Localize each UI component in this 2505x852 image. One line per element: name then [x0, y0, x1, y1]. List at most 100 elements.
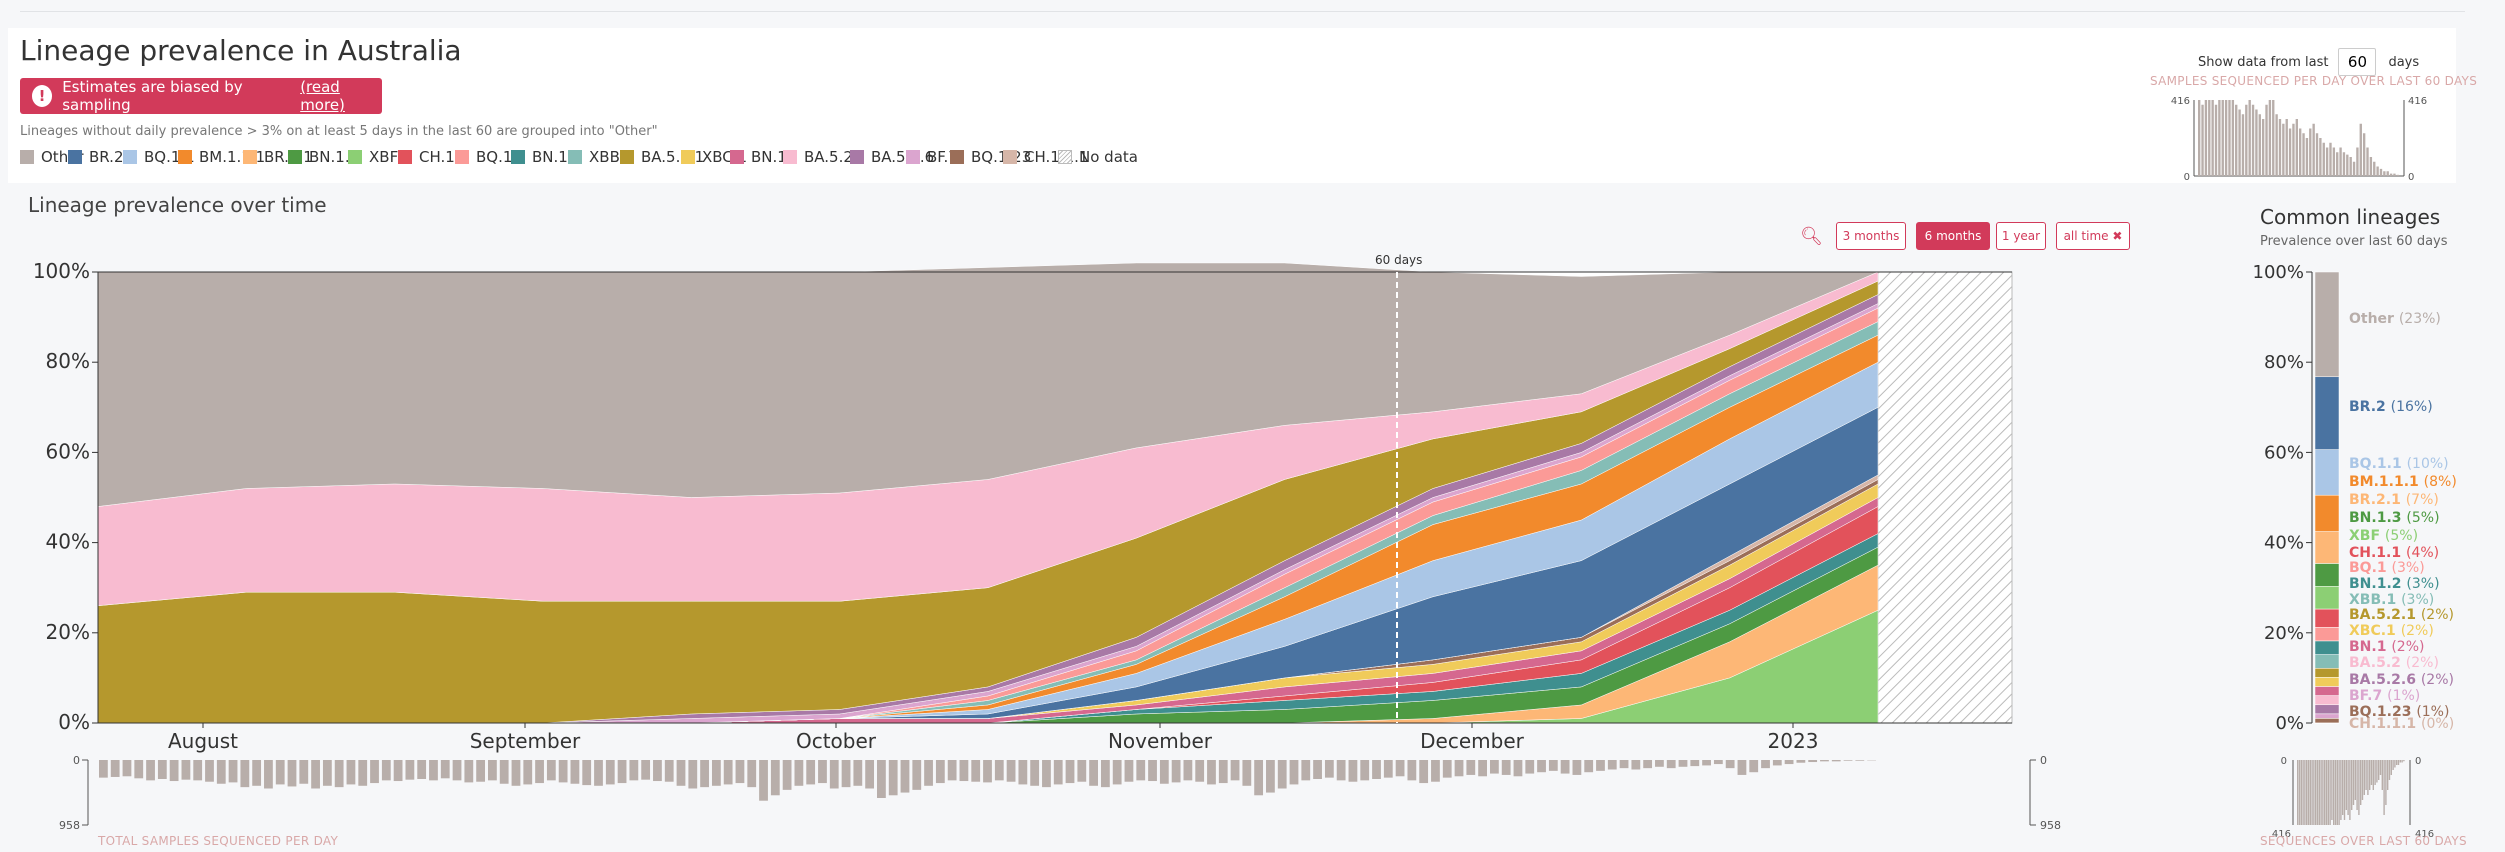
legend-item-br-2[interactable]: BR.2	[68, 148, 124, 166]
mini-bar	[2238, 109, 2241, 176]
days-input[interactable]	[2338, 48, 2377, 76]
mini-bar	[2282, 123, 2285, 176]
side-label-value: (23%)	[2399, 311, 2441, 327]
side-label-name: XBB.1	[2349, 592, 2401, 608]
side-label-value: (2%)	[2401, 623, 2434, 639]
range-button-1-year[interactable]: 1 year	[1996, 222, 2046, 250]
side-sample-bar	[2325, 760, 2328, 825]
side-y-tick-label: 100%	[2253, 262, 2304, 283]
sample-bar	[499, 760, 509, 784]
legend-item-bq-1[interactable]: BQ.1	[455, 148, 512, 166]
legend-label: BA.5.2	[804, 148, 853, 166]
common-lineages-subtitle: Prevalence over last 60 days	[2260, 234, 2448, 249]
exclamation-icon: !	[32, 85, 53, 107]
sample-bar	[1372, 760, 1381, 779]
sample-bar	[1030, 760, 1040, 786]
sample-bar	[1324, 760, 1334, 778]
side-label-br-2-1: BR.2.1 (7%)	[2349, 492, 2439, 508]
sample-bar	[1619, 760, 1629, 769]
mini-ymin-label: 0	[2408, 172, 2414, 180]
range-button-6-months[interactable]: 6 months	[1916, 222, 1990, 250]
legend-item-bn-1[interactable]: BN.1	[730, 148, 787, 166]
mini-bar	[2245, 104, 2248, 176]
sample-bar	[1171, 760, 1181, 783]
mini-bar	[2255, 109, 2258, 176]
side-sample-bar	[2333, 760, 2335, 825]
sample-bar	[1572, 760, 1582, 775]
sample-bar	[287, 760, 297, 787]
legend-item-ba-5-2[interactable]: BA.5.2	[783, 148, 853, 166]
sample-bar	[1077, 760, 1087, 782]
sample-bar	[405, 760, 415, 780]
sample-bar	[853, 760, 863, 786]
sample-bar	[1808, 760, 1818, 763]
sample-bar	[700, 760, 709, 788]
side-y-tick-label: 60%	[2264, 442, 2304, 463]
legend-swatch	[568, 150, 582, 164]
sample-bar	[1478, 760, 1487, 777]
sample-bar	[794, 760, 804, 786]
sample-bar	[157, 760, 167, 779]
side-sample-bar	[2369, 760, 2371, 790]
sample-bar	[747, 760, 757, 788]
mini-bar	[2389, 173, 2393, 176]
sample-bar	[723, 760, 733, 785]
mini-bar	[2359, 123, 2362, 176]
legend-item-xbf[interactable]: XBF	[348, 148, 398, 166]
no-data-region	[1877, 271, 2013, 724]
mini-ymax-label: 416	[2408, 96, 2427, 107]
sample-bar	[264, 760, 273, 789]
sample-bar	[1666, 760, 1676, 769]
legend-item-bn-1-3[interactable]: BN.1.3	[288, 148, 359, 166]
sample-bar	[370, 760, 379, 784]
sample-bar	[134, 760, 144, 779]
read-more-link[interactable]: (read more)	[300, 78, 345, 114]
mini-bar	[2221, 100, 2224, 176]
show-from-label: Show data from last	[2198, 54, 2329, 70]
sample-bar	[1018, 760, 1028, 785]
sample-bar	[1207, 760, 1216, 785]
sample-bar	[1749, 760, 1759, 773]
days-control: Show data from last days	[2198, 48, 2419, 76]
side-sample-bar	[2374, 760, 2376, 785]
bias-warning: ! Estimates are biased by sampling (read…	[20, 78, 382, 114]
range-button-3-months[interactable]: 3 months	[1836, 222, 1906, 250]
side-label-other: Other (23%)	[2349, 311, 2441, 327]
side-sample-bar	[2363, 760, 2365, 795]
side-sample-bar	[2390, 760, 2392, 775]
prevalence-chart: 0% 20% 40% 60% 80% 100% August September October…	[33, 253, 2061, 832]
side-label-name: BA.5.2	[2349, 655, 2406, 671]
mini-bar	[2386, 171, 2389, 176]
bias-text: Estimates are biased by sampling	[62, 78, 243, 114]
mini-bar	[2248, 100, 2251, 176]
side-sample-bar	[2318, 760, 2320, 825]
legend-item-ch-1-1-1[interactable]: CH.1.1.1	[1003, 148, 1088, 166]
sample-bar	[1360, 760, 1370, 781]
side-sample-bar	[2401, 760, 2403, 763]
side-sample-bar	[2306, 760, 2308, 825]
range-button-all-time[interactable]: all time ✖	[2056, 222, 2130, 250]
sample-bar	[1525, 760, 1535, 774]
sample-bar	[1513, 760, 1523, 777]
side-sample-bar	[2370, 760, 2373, 785]
common-lineages-chart: 0%20%40%60%80%100%Other (23%)BR.2 (16%)B…	[2253, 262, 2457, 840]
side-sample-bar	[2311, 760, 2313, 825]
mini-bar	[2198, 100, 2201, 176]
sample-bar	[205, 760, 214, 782]
sample-bar	[216, 760, 226, 784]
sample-bar	[1100, 760, 1110, 788]
side-label-value: (3%)	[2401, 592, 2434, 608]
side-sample-bar	[2387, 760, 2389, 790]
sample-bar	[900, 760, 910, 793]
sample-bar	[1761, 760, 1770, 769]
side-bar-axis-bottom: 416	[2415, 829, 2434, 840]
side-segment-ba-5-2	[2314, 695, 2340, 706]
side-label-value: (2%)	[2391, 639, 2424, 655]
zoom-icon[interactable]: 🔍︎	[1800, 226, 1823, 247]
legend-swatch	[178, 150, 192, 164]
side-segment-bq-1	[2314, 627, 2340, 642]
mini-bar	[2204, 100, 2208, 176]
sample-bar	[1136, 760, 1146, 781]
side-label-br-2: BR.2 (16%)	[2349, 399, 2433, 415]
side-label-value: (2%)	[2421, 607, 2454, 623]
